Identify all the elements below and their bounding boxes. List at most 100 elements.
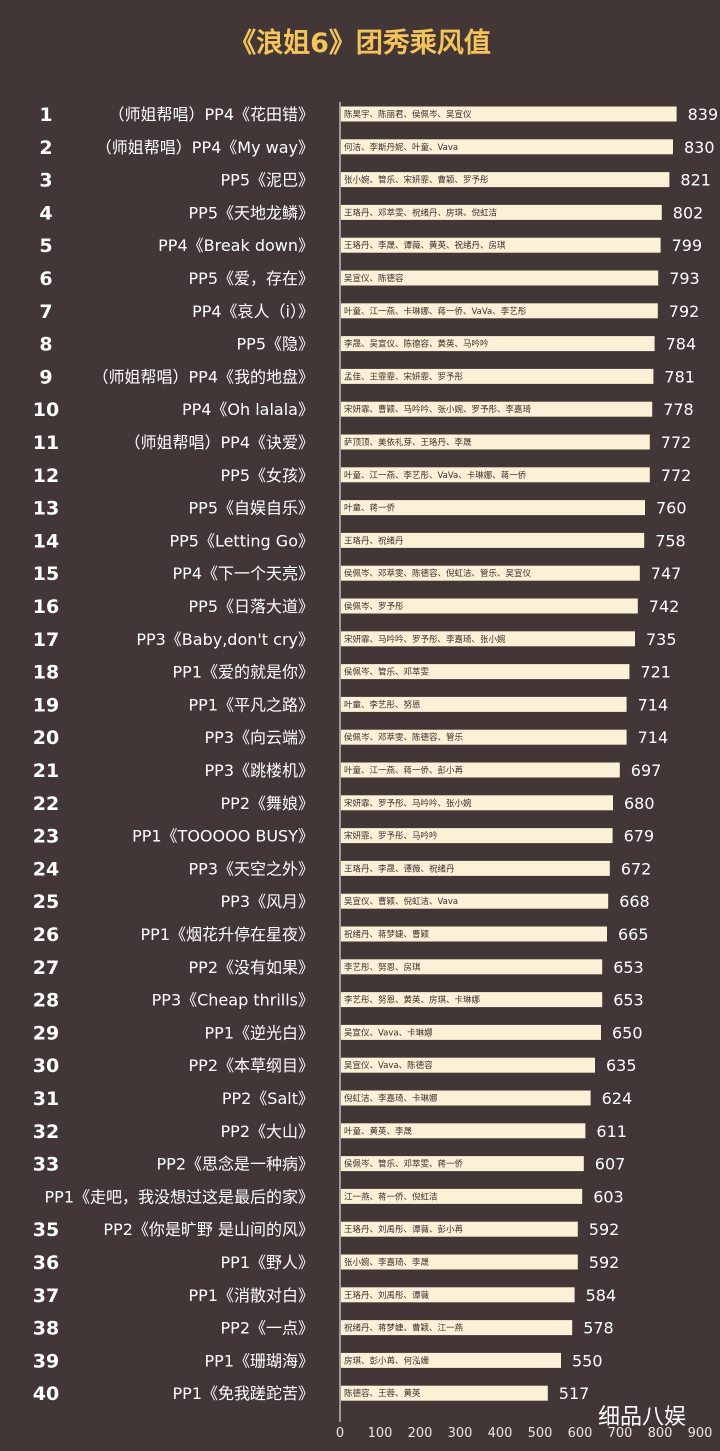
- bar: [341, 598, 638, 614]
- value-label: 747: [651, 564, 682, 583]
- category-label: PP1《走吧，我没想过这是最后的家》: [45, 1187, 314, 1206]
- rank-label: 25: [33, 891, 59, 913]
- bar: [341, 270, 659, 286]
- category-label: PP3《天空之外》: [189, 859, 314, 878]
- chart-title: 《浪姐6》团秀乘风值: [229, 27, 491, 59]
- x-tick-label: 300: [448, 1426, 473, 1441]
- value-label: 578: [583, 1319, 614, 1338]
- category-label: PP5《日落大道》: [189, 597, 314, 616]
- category-label: PP1《TOOOOO BUSY》: [132, 827, 314, 846]
- bar-members-label: 叶童、蒋一侨: [344, 503, 396, 514]
- bar-row: 27 PP2《没有如果》 李艺彤、努恩、房琪 653: [33, 957, 644, 979]
- bar-row: 26 PP1《烟花升停在星夜》 祝绪丹、蒋梦婕、曹颖 665: [33, 924, 649, 946]
- bar-row: 35 PP2《你是旷野 是山间的风》 王珞丹、刘禹彤、谭薇、彭小苒 592: [33, 1219, 620, 1241]
- value-label: 772: [661, 433, 692, 452]
- category-label: PP5《自娱自乐》: [189, 499, 314, 518]
- value-label: 517: [559, 1384, 590, 1403]
- rank-label: 2: [39, 137, 52, 159]
- value-label: 665: [618, 925, 649, 944]
- category-label: PP3《风月》: [221, 892, 314, 911]
- rank-label: 40: [33, 1383, 59, 1405]
- bar-row: 6 PP5《爱，存在》 吴宣仪、陈德容 793: [39, 268, 699, 290]
- bar: [341, 1385, 548, 1401]
- value-label: 592: [589, 1253, 620, 1272]
- value-label: 592: [589, 1220, 620, 1239]
- bar-members-label: 萨顶顶、美依礼芽、王珞丹、李晟: [344, 437, 472, 448]
- category-label: PP1《消散对白》: [189, 1286, 314, 1305]
- bar-row: 30 PP2《本草纲目》 吴宣仪、Vava、陈德容 635: [33, 1055, 637, 1077]
- bar-row: 18 PP1《爱的就是你》 侯佩岑、管乐、邓萃雯 721: [33, 662, 671, 684]
- category-label: PP4《Break down》: [158, 236, 314, 255]
- rank-label: 37: [33, 1285, 59, 1307]
- category-label: PP2《没有如果》: [189, 958, 314, 977]
- x-tick-label: 0: [336, 1426, 344, 1441]
- bar: [341, 204, 662, 220]
- category-label: PP5《天地龙鳞》: [189, 203, 314, 222]
- bar-members-label: 王珞丹、邓萃雯、祝绪丹、房琪、倪虹洁: [344, 207, 498, 218]
- rank-label: 17: [33, 629, 59, 651]
- value-label: 714: [638, 728, 669, 747]
- bar-row: 17 PP3《Baby,don't cry》 宋妍霏、马吟吟、罗予彤、李嘉琦、张小婉…: [33, 629, 677, 651]
- value-label: 668: [619, 892, 650, 911]
- bar: [341, 565, 640, 581]
- value-label: 680: [624, 794, 655, 813]
- category-label: PP2《一点》: [221, 1319, 314, 1338]
- bar-row: 4 PP5《天地龙鳞》 王珞丹、邓萃雯、祝绪丹、房琪、倪虹洁 802: [39, 202, 703, 224]
- category-label: PP1《烟花升停在星夜》: [141, 925, 314, 944]
- rank-label: 10: [33, 399, 59, 421]
- rank-label: 3: [39, 170, 52, 192]
- value-label: 679: [624, 827, 655, 846]
- bar: [341, 1221, 578, 1237]
- bar-members-label: 李晟、吴宣仪、陈德容、黄英、马吟吟: [344, 339, 489, 350]
- bar-row: 31 PP2《Salt》 倪虹洁、李嘉琦、卡琳娜 624: [33, 1088, 632, 1110]
- rank-label: 26: [33, 924, 59, 946]
- bar-row: 37 PP1《消散对白》 王珞丹、刘禹彤、谭薇 584: [33, 1285, 616, 1307]
- category-label: PP4《哀人（i）》: [192, 302, 314, 321]
- rank-label: 6: [39, 268, 52, 290]
- bar-members-label: 李艺彤、努恩、黄英、房琪、卡琳娜: [344, 995, 481, 1006]
- rank-label: 7: [39, 301, 52, 323]
- x-tick-label: 800: [648, 1426, 673, 1441]
- bar: [341, 1057, 595, 1073]
- value-label: 653: [613, 958, 644, 977]
- category-label: PP1《爱的就是你》: [173, 663, 314, 682]
- bar-row: 5 PP4《Break down》 王珞丹、李晟、谭薇、黄英、祝绪丹、房琪 799: [39, 235, 702, 257]
- bar: [341, 139, 673, 155]
- value-label: 635: [606, 1056, 637, 1075]
- bar-row: 29 PP1《逆光白》 吴宣仪、Vava、卡琳娜 650: [33, 1022, 643, 1044]
- bar: [341, 795, 613, 811]
- bar-row: 20 PP3《向云端》 侯佩岑、邓萃雯、陈德容、管乐 714: [33, 727, 668, 749]
- rank-label: 9: [39, 366, 52, 388]
- rank-label: 8: [39, 334, 52, 356]
- bar-members-label: 祝绪丹、蒋梦婕、曹颖: [344, 929, 430, 940]
- rank-label: 18: [33, 662, 59, 684]
- bar: [341, 664, 630, 680]
- category-label: PP3《向云端》: [205, 728, 314, 747]
- bar-members-label: 吴宣仪、陈德容: [344, 273, 404, 284]
- rank-label: 35: [33, 1219, 59, 1241]
- rank-label: 5: [39, 235, 52, 257]
- category-label: PP1《珊瑚海》: [205, 1351, 314, 1370]
- bar: [341, 1352, 561, 1368]
- bar: [341, 729, 627, 745]
- value-label: 760: [656, 499, 687, 518]
- bar: [341, 1090, 591, 1106]
- category-label: PP5《泥巴》: [221, 171, 314, 190]
- value-label: 611: [596, 1122, 627, 1141]
- value-label: 792: [669, 302, 700, 321]
- value-label: 778: [663, 400, 694, 419]
- category-label: PP3《跳楼机》: [205, 761, 314, 780]
- bar-members-label: 祝绪丹、蒋梦婕、曹颖、江一燕: [344, 1323, 464, 1334]
- bar-members-label: 陈昊宇、陈丽君、侯佩岑、吴宣仪: [344, 109, 472, 120]
- rank-label: 27: [33, 957, 59, 979]
- bar-members-label: 侯佩岑、管乐、邓萃雯: [344, 667, 430, 678]
- rank-label: 23: [33, 826, 59, 848]
- bar: [341, 1254, 578, 1270]
- bar: [341, 172, 670, 188]
- category-label: PP2《Salt》: [222, 1089, 314, 1108]
- value-label: 802: [673, 203, 704, 222]
- bar-members-label: 叶童、黄英、李晟: [344, 1126, 413, 1137]
- x-tick-label: 600: [568, 1426, 593, 1441]
